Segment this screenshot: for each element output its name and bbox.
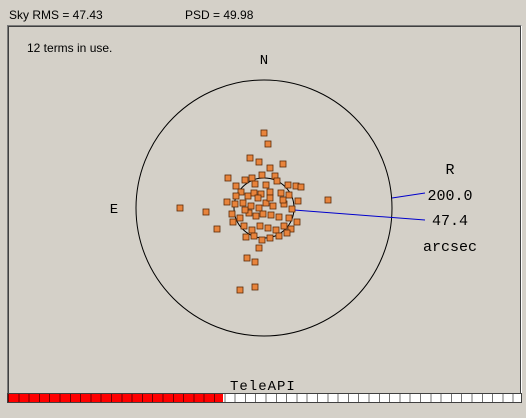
residual-marker — [223, 198, 231, 206]
residual-marker — [236, 214, 244, 222]
residual-marker — [256, 222, 264, 230]
terms-in-use-label: 12 terms in use. — [27, 41, 112, 55]
residual-marker — [280, 222, 288, 230]
residual-marker — [258, 171, 266, 179]
residual-marker — [229, 218, 237, 226]
residual-marker — [231, 200, 239, 208]
residual-marker — [284, 181, 292, 189]
teleapi-progress-bar — [7, 393, 522, 403]
residual-marker — [264, 224, 272, 232]
residual-marker — [202, 208, 210, 216]
residual-marker — [246, 154, 254, 162]
residual-marker — [293, 218, 301, 226]
residual-marker — [259, 210, 267, 218]
residual-marker — [279, 160, 287, 168]
residual-marker — [294, 197, 302, 205]
residual-marker — [273, 177, 281, 185]
residual-marker — [213, 225, 221, 233]
progress-ticks — [8, 394, 521, 402]
residual-marker — [248, 174, 256, 182]
radius-heading: R — [445, 162, 454, 179]
residual-marker — [266, 234, 274, 242]
residual-marker — [247, 202, 255, 210]
residual-marker — [251, 283, 259, 291]
residual-marker — [250, 232, 258, 240]
residual-marker — [297, 183, 305, 191]
residual-marker — [262, 199, 270, 207]
north-label: N — [260, 53, 268, 69]
inner-radius-value: 47.4 — [432, 213, 468, 230]
residual-marker — [262, 181, 270, 189]
residual-marker — [255, 204, 263, 212]
residual-marker — [272, 226, 280, 234]
residual-marker — [269, 202, 277, 210]
residual-marker — [251, 180, 259, 188]
residual-marker — [266, 194, 274, 202]
outer-radius-value: 200.0 — [427, 188, 472, 205]
residual-markers — [176, 129, 332, 294]
residual-marker — [250, 189, 258, 197]
residual-marker — [239, 199, 247, 207]
residual-marker — [275, 213, 283, 221]
residual-marker — [266, 188, 274, 196]
units-label: arcsec — [423, 239, 477, 256]
outer-radius-circle — [135, 79, 393, 337]
residual-marker — [255, 158, 263, 166]
residual-marker — [228, 210, 236, 218]
residual-marker — [324, 196, 332, 204]
teleapi-label: TeleAPI — [230, 379, 296, 395]
residual-marker — [236, 286, 244, 294]
residual-marker — [248, 226, 256, 234]
residual-marker — [244, 192, 252, 200]
psd-readout: PSD = 49.98 — [185, 8, 254, 22]
east-label: E — [110, 202, 118, 218]
residual-marker — [241, 176, 249, 184]
residual-marker — [285, 214, 293, 222]
residual-marker — [243, 254, 251, 262]
sky-rms-readout: Sky RMS = 47.43 — [9, 8, 103, 22]
residual-marker — [285, 191, 293, 199]
residual-marker — [260, 129, 268, 137]
outer-radius-leader — [391, 192, 426, 199]
residual-marker — [277, 189, 285, 197]
residual-marker — [242, 233, 250, 241]
residual-marker — [266, 164, 274, 172]
residual-marker — [264, 140, 272, 148]
residual-marker — [287, 225, 295, 233]
residual-marker — [275, 232, 283, 240]
residual-marker — [267, 211, 275, 219]
residual-marker — [232, 182, 240, 190]
inner-radius-leader — [293, 209, 426, 221]
residual-marker — [288, 205, 296, 213]
residual-marker — [240, 222, 248, 230]
residual-marker — [237, 188, 245, 196]
residual-marker — [176, 204, 184, 212]
residual-marker — [279, 196, 287, 204]
residual-marker — [252, 212, 260, 220]
stats-bar: Sky RMS = 47.43 PSD = 49.98 — [0, 0, 526, 24]
residual-marker — [254, 194, 262, 202]
residual-marker — [251, 258, 259, 266]
residual-marker — [241, 206, 249, 214]
residual-marker — [283, 229, 291, 237]
residual-marker — [258, 236, 266, 244]
residual-marker — [255, 244, 263, 252]
residual-marker — [224, 174, 232, 182]
residual-marker — [232, 192, 240, 200]
